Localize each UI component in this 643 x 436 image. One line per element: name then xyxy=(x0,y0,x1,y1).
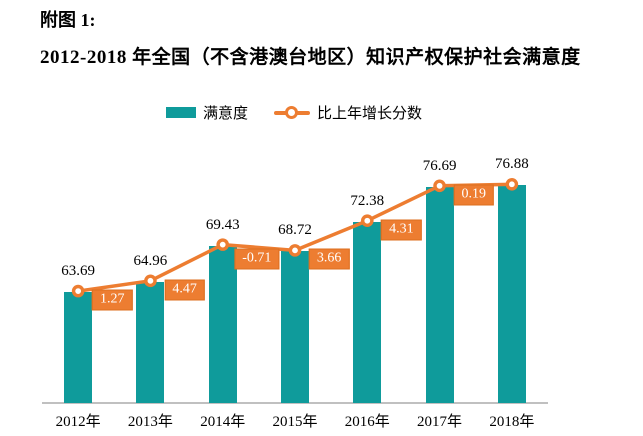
line-marker-icon xyxy=(274,105,311,120)
bar-2013年 xyxy=(136,281,165,403)
x-axis-label: 2013年 xyxy=(127,414,173,430)
bar-value-label: 72.38 xyxy=(350,192,385,209)
growth-label-box: 4.31 xyxy=(381,219,422,241)
legend: 满意度 比上年增长分数 xyxy=(166,102,422,123)
growth-label-box: 0.19 xyxy=(453,184,494,206)
bar-2017年 xyxy=(425,186,454,403)
figure-label: 附图 1: xyxy=(40,10,96,30)
bar-value-label: 69.43 xyxy=(205,216,240,233)
bar-value-label: 76.69 xyxy=(422,157,457,174)
bar-value-label: 76.88 xyxy=(494,156,529,173)
x-axis-label: 2014年 xyxy=(200,414,246,430)
growth-label-box: 3.66 xyxy=(308,248,350,270)
chart-title: 2012-2018 年全国（不含港澳台地区）知识产权保护社会满意度 xyxy=(40,47,581,68)
bar-2012年 xyxy=(64,292,93,403)
bar-2018年 xyxy=(497,185,526,403)
x-axis-label: 2018年 xyxy=(489,414,535,430)
line-marker-dot xyxy=(285,105,299,119)
bar-value-label: 63.69 xyxy=(61,263,96,280)
bar-swatch-icon xyxy=(166,107,196,118)
x-axis-label: 2012年 xyxy=(55,414,101,430)
legend-item-satisfaction: 满意度 xyxy=(166,102,248,123)
legend-label-satisfaction: 满意度 xyxy=(203,106,249,122)
bar-2016年 xyxy=(353,221,382,403)
legend-label-growth: 比上年增长分数 xyxy=(317,106,423,122)
x-axis-label: 2015年 xyxy=(272,414,318,430)
legend-item-growth: 比上年增长分数 xyxy=(274,102,422,123)
x-axis-label: 2017年 xyxy=(417,414,463,430)
x-axis-label: 2016年 xyxy=(344,414,390,430)
bar-2014年 xyxy=(208,245,237,403)
growth-label-box: -0.71 xyxy=(234,248,280,270)
x-axis-line xyxy=(42,402,548,404)
growth-label-box: 4.47 xyxy=(164,279,205,301)
bar-value-label: 64.96 xyxy=(133,252,168,269)
growth-label-box: 1.27 xyxy=(92,289,133,311)
bar-value-label: 68.72 xyxy=(278,222,312,239)
bar-2015年 xyxy=(281,251,309,403)
